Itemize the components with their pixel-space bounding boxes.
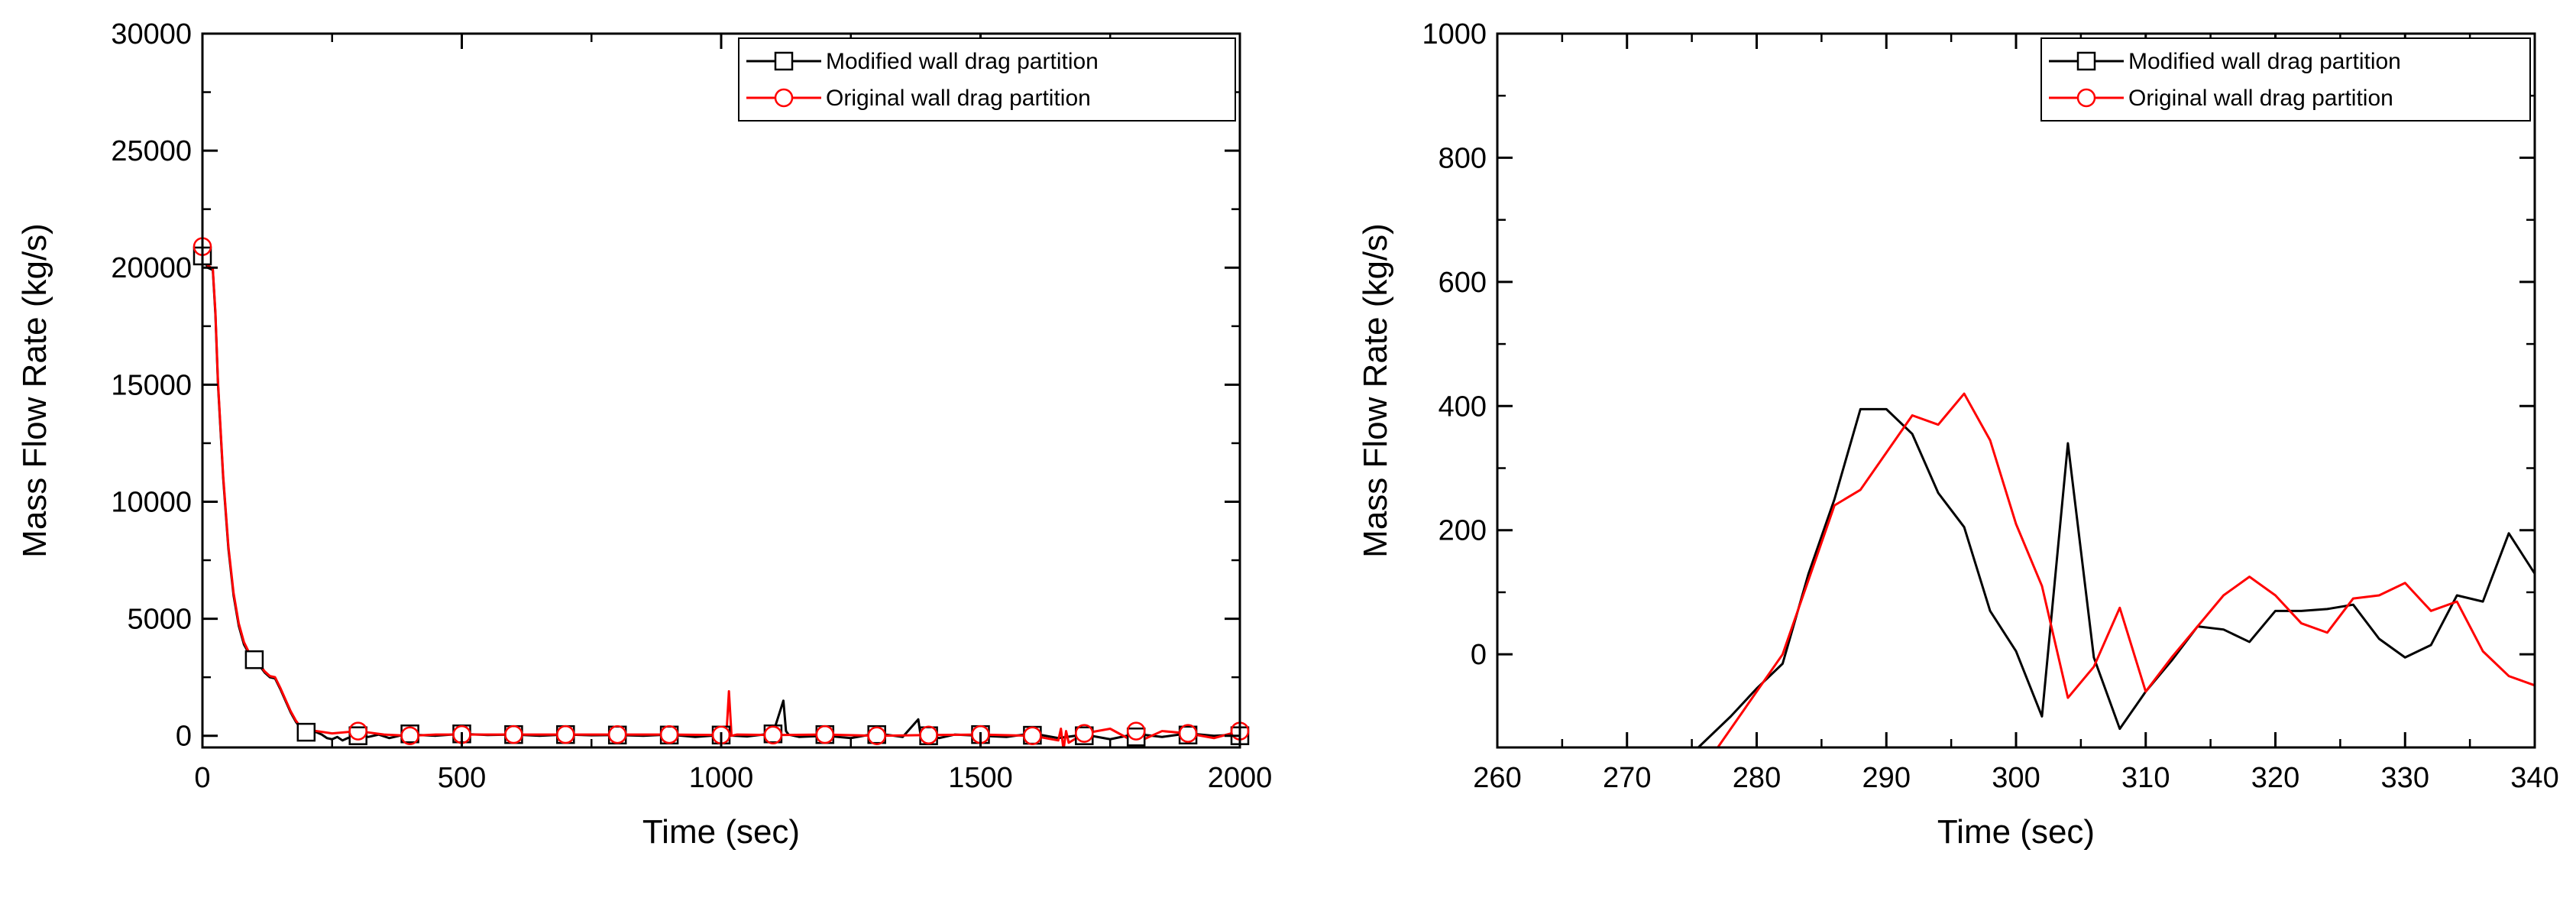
right-y-tick-label: 600 <box>1438 267 1487 299</box>
right-series-original-line <box>1717 392 2535 747</box>
left-y-tick-label: 15000 <box>111 369 192 401</box>
left-marker-original <box>919 725 938 745</box>
right-x-tick-label: 340 <box>2510 762 2558 794</box>
left-y-tick-label: 0 <box>176 721 192 753</box>
left-legend <box>738 37 1236 122</box>
left-marker-modified <box>1126 727 1146 747</box>
left-marker-original <box>659 725 679 744</box>
left-marker-original <box>815 725 835 744</box>
right-x-tick-label: 290 <box>1862 762 1911 794</box>
right-x-axis-title: Time (sec) <box>1937 813 2095 851</box>
left-marker-original <box>763 725 783 745</box>
left-marker-original <box>1075 724 1094 743</box>
left-x-tick-label: 0 <box>194 762 210 794</box>
right-x-tick-label: 270 <box>1603 762 1651 794</box>
left-y-tick-label: 25000 <box>111 135 192 167</box>
left-legend-swatch-marker <box>774 51 794 71</box>
right-series-modified-line <box>1697 407 2535 747</box>
left-legend-label: Original wall drag partition <box>826 86 1091 111</box>
left-plot-frame <box>201 32 1241 749</box>
right-x-tick-label: 320 <box>2251 762 2299 794</box>
left-y-axis-title: Mass Flow Rate (kg/s) <box>16 223 53 558</box>
left-x-axis-title: Time (sec) <box>642 813 800 851</box>
left-marker-modified <box>296 722 316 742</box>
left-x-tick-label: 1500 <box>948 762 1013 794</box>
right-x-tick-label: 260 <box>1473 762 1521 794</box>
right-y-axis-title: Mass Flow Rate (kg/s) <box>1357 223 1394 558</box>
right-legend <box>2040 37 2531 122</box>
left-x-tick-label: 2000 <box>1208 762 1273 794</box>
left-series-original-line <box>202 246 1240 747</box>
left-marker-modified <box>244 650 264 669</box>
right-legend-label: Original wall drag partition <box>2128 86 2393 111</box>
right-legend-swatch-marker <box>2076 51 2096 71</box>
left-marker-original <box>504 725 523 744</box>
right-x-tick-label: 310 <box>2121 762 2170 794</box>
left-y-tick-label: 10000 <box>111 486 192 518</box>
left-marker-original <box>867 726 886 745</box>
left-marker-original <box>400 726 419 745</box>
right-legend-swatch-marker <box>2076 88 2096 108</box>
right-y-tick-label: 200 <box>1438 515 1487 547</box>
left-y-tick-label: 20000 <box>111 252 192 284</box>
left-legend-label: Modified wall drag partition <box>826 49 1099 74</box>
right-plot-frame <box>1496 32 2536 749</box>
left-x-tick-label: 1000 <box>689 762 754 794</box>
left-marker-original <box>348 721 367 741</box>
right-chart-panel: 260 270 280 290 300 310 320 330 340 0 200 400 600 800… <box>1357 18 2559 851</box>
left-legend-swatch-marker <box>774 88 794 108</box>
right-y-tick-label: 0 <box>1471 639 1487 671</box>
left-y-tick-label: 30000 <box>111 18 192 50</box>
left-chart-panel: 0 500 1000 1500 2000050001000015000200002500… <box>16 18 1272 851</box>
right-x-tick-label: 280 <box>1733 762 1781 794</box>
left-y-tick-label: 5000 <box>127 604 192 636</box>
right-y-tick-label: 800 <box>1438 142 1487 174</box>
left-x-tick-label: 500 <box>438 762 486 794</box>
left-marker-original <box>1178 724 1198 743</box>
left-marker-modified <box>348 726 367 745</box>
left-marker-original <box>556 725 575 744</box>
right-x-tick-label: 330 <box>2381 762 2429 794</box>
right-x-tick-label: 300 <box>1992 762 2040 794</box>
left-series-modified-line <box>202 253 1240 742</box>
left-marker-original <box>1126 721 1146 741</box>
left-marker-original <box>607 725 627 744</box>
left-marker-original <box>1023 726 1042 745</box>
right-y-tick-label: 1000 <box>1422 18 1487 50</box>
right-legend-label: Modified wall drag partition <box>2128 49 2401 74</box>
right-y-tick-label: 400 <box>1438 391 1487 423</box>
